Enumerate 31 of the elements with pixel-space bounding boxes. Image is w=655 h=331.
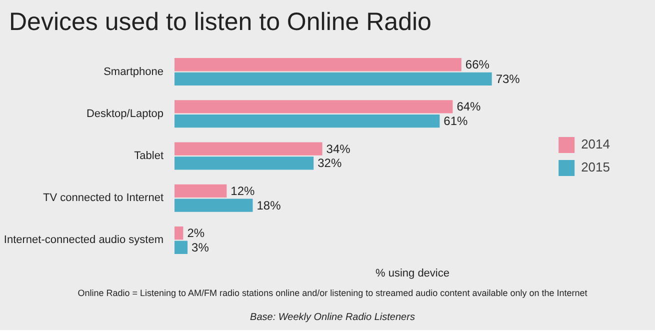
data-label: 3% — [192, 240, 210, 254]
bar — [174, 184, 227, 198]
bar — [174, 156, 314, 170]
data-label: 61% — [444, 114, 468, 128]
data-label: 12% — [230, 184, 256, 198]
bar — [174, 72, 492, 86]
bar — [174, 114, 440, 128]
chart-title: Devices used to listen to Online Radio — [9, 7, 432, 38]
data-label: 73% — [496, 72, 520, 86]
y-tick-label: TV connected to Internet — [43, 192, 164, 204]
data-label: 66% — [465, 58, 490, 72]
legend-label: 2015 — [581, 160, 610, 174]
data-label: 34% — [326, 142, 351, 156]
bar — [174, 226, 184, 240]
data-label: 64% — [456, 100, 482, 114]
data-label: 32% — [318, 156, 342, 170]
bar — [174, 100, 453, 114]
y-tick-label: Smartphone — [104, 66, 164, 78]
y-tick-label: Tablet — [134, 150, 164, 162]
data-label: 18% — [256, 198, 282, 212]
text: Base: Weekly Online Radio Listeners — [250, 311, 415, 325]
bar — [174, 58, 462, 72]
bar — [174, 198, 253, 212]
data-label: 2% — [187, 226, 205, 240]
text: Online Radio = Listening to AM/FM radio stations online and/or listening to streamed audio content available only on the Internet — [78, 287, 588, 300]
bar — [174, 142, 322, 156]
y-tick-label: Internet-connected audio system — [4, 234, 164, 246]
bar — [174, 240, 188, 254]
y-tick-label: Desktop/Laptop — [86, 108, 164, 120]
legend-label: 2014 — [581, 136, 610, 152]
x-axis-title: % using device — [376, 268, 450, 280]
